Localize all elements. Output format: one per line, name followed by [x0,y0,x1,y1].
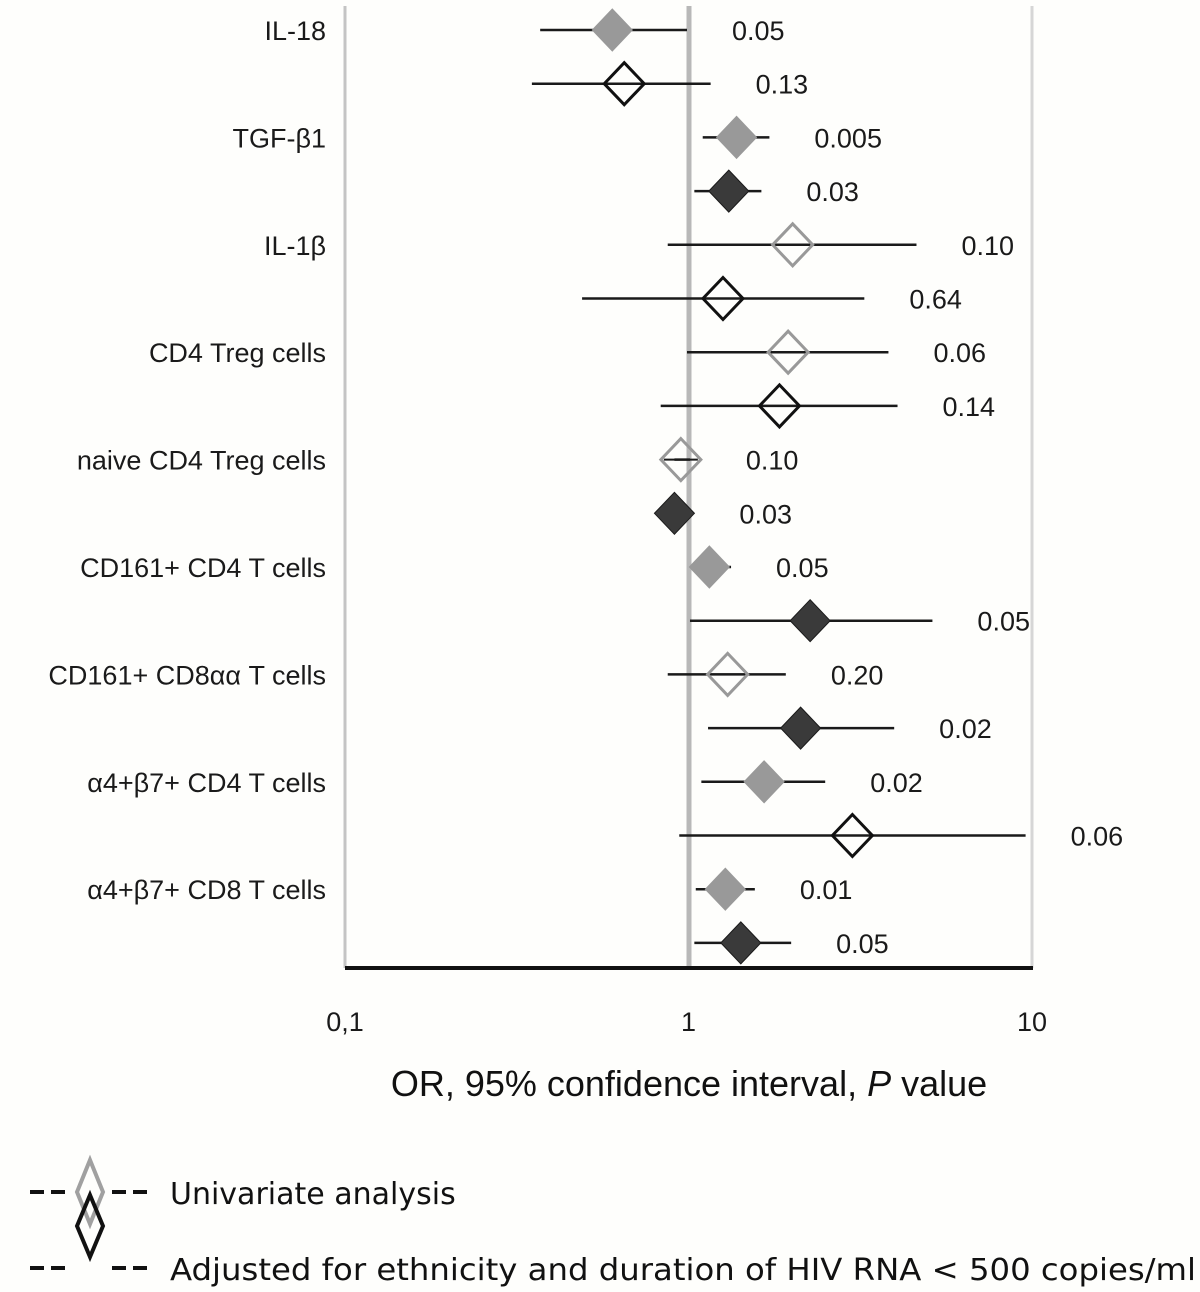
diamond-filled-marker [720,921,762,965]
plot-frame [343,6,1034,968]
diamond-outline-marker [602,60,647,107]
legend-diamond-outline-icon-adjusted [74,1189,106,1263]
diamond-outline-marker [770,221,815,268]
diamond-filled-marker [743,760,785,804]
p-value-label: 0.02 [870,768,923,798]
p-value-label: 0.20 [831,660,884,690]
p-value-label: 0.64 [909,285,962,315]
univariate-row: 0.06 [687,329,986,376]
adjusted-row: 0.05 [694,921,889,965]
univariate-row: 0.02 [701,760,923,804]
diamond-outline-marker [700,275,746,322]
adjusted-row: 0.13 [531,60,809,107]
p-value-label: 0.03 [739,499,792,529]
category-label: CD4 Treg cells [149,338,326,368]
p-value-label: 0.05 [836,929,889,959]
adjusted-row: 0.64 [582,275,962,322]
category-label: α4+β7+ CD4 T cells [87,768,326,798]
rows-group: 0.05 0.130.005 0.03 0.10 0.64 0.06 0.14 0.10 0.0… [531,8,1124,965]
p-value-label: 0.05 [732,16,785,46]
x-axis-title: OR, 95% confidence interval, P value [391,1063,987,1104]
legend-label-adjusted: Adjusted for ethnicity and duration of H… [170,1253,1196,1288]
univariate-row: 0.05 [540,8,785,52]
diamond-filled-marker [688,545,731,589]
x-tick-label: 1 [681,1007,696,1037]
diamond-filled-marker [653,491,696,536]
category-label: TGF-β1 [232,123,326,153]
diamond-outline-marker [658,436,703,483]
x-tick-label: 0,1 [326,1007,364,1037]
legend-diamond-outline-icon-univariate [74,1154,106,1230]
diamond-outline-marker [766,329,811,376]
p-value-label: 0.10 [746,446,799,476]
adjusted-row: 0.03 [653,491,792,536]
univariate-row: 0.10 [658,436,799,483]
legend-entry-univariate: Univariate analysis [30,1154,456,1230]
legend: Univariate analysis Adjusted for ethnici… [30,1154,1196,1288]
diamond-filled-marker [591,8,633,52]
category-label: CD161+ CD4 T cells [80,553,326,583]
p-value-label: 0.05 [776,553,829,583]
p-value-label: 0.03 [806,177,859,207]
p-value-label: 0.14 [943,392,996,422]
p-value-label: 0.10 [961,231,1014,261]
category-label: naive CD4 Treg cells [77,446,326,476]
category-label: CD161+ CD8αα T cells [48,660,326,690]
univariate-row: 0.05 [688,545,829,589]
univariate-row: 0.10 [667,221,1014,268]
category-label: IL-18 [264,16,326,46]
adjusted-row: 0.14 [660,382,996,430]
univariate-row: 0.01 [695,867,853,911]
adjusted-row: 0.05 [689,598,1030,643]
adjusted-row: 0.06 [679,812,1124,859]
diamond-filled-marker [708,169,750,213]
diamond-outline-marker [705,651,750,698]
diamond-filled-marker [704,867,747,911]
legend-entry-adjusted: Adjusted for ethnicity and duration of H… [30,1189,1196,1288]
legend-label-univariate: Univariate analysis [170,1177,456,1212]
category-label: IL-1β [264,231,326,261]
p-value-label: 0.005 [814,123,882,153]
p-value-label: 0.06 [1071,822,1124,852]
p-value-label: 0.02 [939,714,992,744]
x-tick-labels: 0,1 1 10 [326,1007,1047,1037]
univariate-row: 0.005 [702,115,882,160]
diamond-outline-marker [830,812,875,859]
p-value-label: 0.01 [800,875,853,905]
p-value-label: 0.13 [756,70,809,100]
diamond-outline-marker [757,382,802,430]
adjusted-row: 0.02 [708,706,992,750]
diamond-filled-marker [789,598,831,643]
category-labels: IL-18 TGF-β1 IL-1β CD4 Treg cells naive CD4 … [48,16,326,905]
univariate-row: 0.20 [667,651,884,698]
adjusted-row: 0.03 [694,169,859,213]
diamond-filled-marker [779,706,822,750]
p-value-label: 0.06 [933,338,986,368]
category-label: α4+β7+ CD8 T cells [87,875,326,905]
x-tick-label: 10 [1017,1007,1047,1037]
p-value-label: 0.05 [977,607,1030,637]
diamond-filled-marker [715,115,758,160]
